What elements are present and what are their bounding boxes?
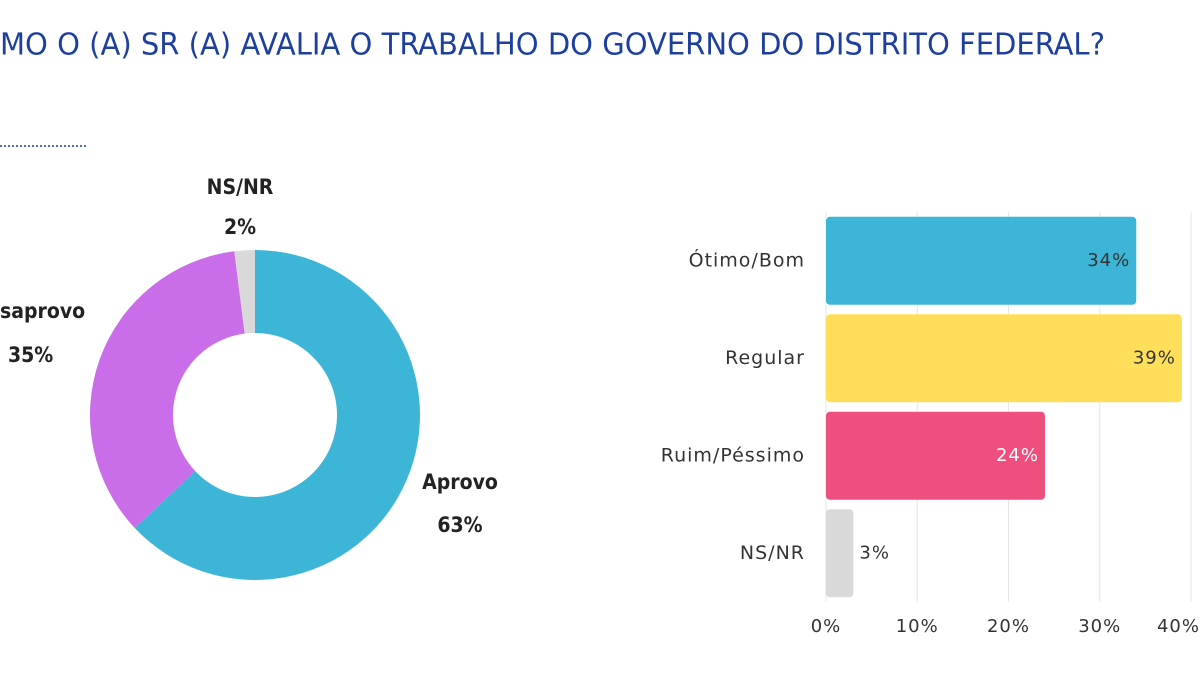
donut-slice (89, 251, 245, 528)
slice-label: Aprovo (422, 470, 498, 494)
donut-slice (234, 250, 255, 334)
value-label: 39% (1133, 347, 1176, 368)
bar (826, 314, 1182, 403)
value-label: 3% (859, 542, 890, 563)
x-tick-label: 40% (1157, 616, 1200, 637)
y-tick-label: Ruim/Péssimo (661, 444, 805, 466)
value-label: 34% (1087, 250, 1130, 271)
x-tick-label: 20% (987, 616, 1030, 637)
slice-value-label: 63% (437, 513, 482, 537)
bar (826, 411, 1045, 500)
slice-label: saprovo (0, 299, 85, 323)
y-tick-label: Regular (725, 347, 805, 369)
y-tick-label: Ótimo/Bom (689, 247, 805, 271)
bar (826, 509, 854, 598)
slice-value-label: 35% (8, 343, 53, 367)
slide-title: MO O (A) SR (A) AVALIA O TRABALHO DO GOV… (0, 28, 1105, 63)
y-tick-label: NS/NR (740, 542, 805, 564)
x-tick-label: 30% (1078, 616, 1121, 637)
bar (826, 216, 1137, 305)
x-tick-label: 0% (811, 616, 842, 637)
donut-slice (134, 250, 421, 580)
slice-value-label: 2% (224, 215, 256, 239)
slice-label: NS/NR (207, 175, 274, 199)
value-label: 24% (996, 445, 1039, 466)
x-tick-label: 10% (896, 616, 939, 637)
